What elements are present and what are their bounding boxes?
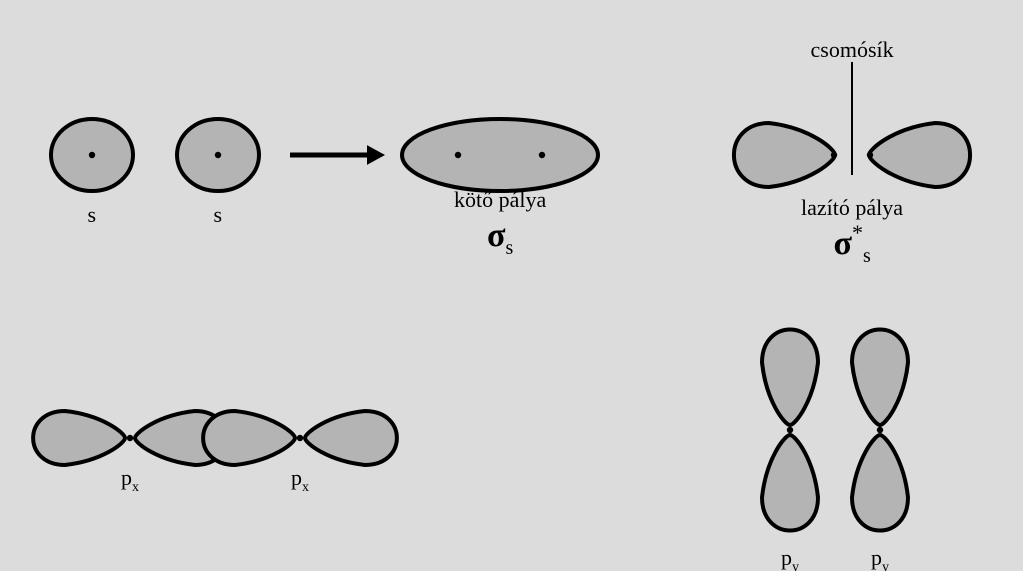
label-px1: px — [121, 465, 139, 491]
label-koto: kötő pálya — [454, 187, 546, 213]
sigma-s-antibonding-nucleus-1 — [831, 152, 837, 158]
label-sigma_s: σs — [487, 217, 513, 255]
sigma-s-bonding-nucleus-1 — [455, 152, 461, 158]
py-2-nucleus — [877, 427, 883, 433]
label-csomosik: csomósík — [811, 37, 894, 63]
py-1-nucleus — [787, 427, 793, 433]
label-py2: py — [871, 545, 889, 571]
sigma-s-antibonding-nucleus-2 — [867, 152, 873, 158]
label-s2: s — [214, 202, 223, 228]
label-px2: px — [291, 465, 309, 491]
orbital-diagram — [0, 0, 1023, 571]
label-s1: s — [88, 202, 97, 228]
s-orbital-1-nucleus — [89, 152, 95, 158]
label-py1: py — [781, 545, 799, 571]
s-orbital-2-nucleus — [215, 152, 221, 158]
sigma-s-bonding — [402, 119, 598, 191]
sigma-s-bonding-nucleus-2 — [539, 152, 545, 158]
px-1-nucleus — [127, 435, 133, 441]
label-lazito: lazító pálya — [801, 195, 903, 221]
px-2-nucleus — [297, 435, 303, 441]
label-sigma_s_star: σ*s — [834, 225, 871, 263]
